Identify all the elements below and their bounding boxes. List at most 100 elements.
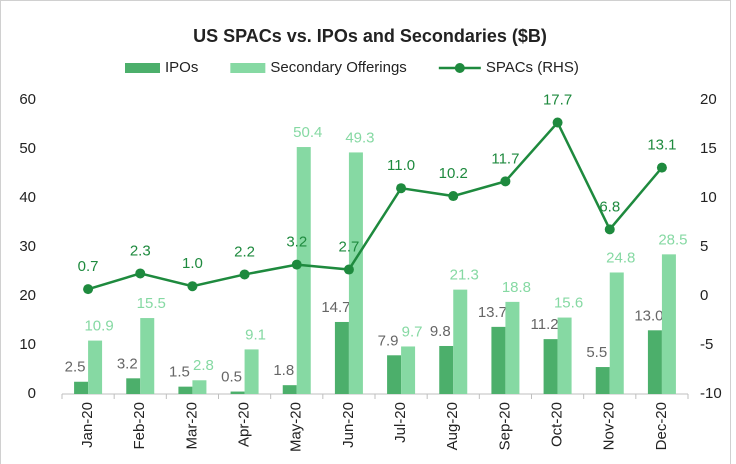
x-tick-label: Jul-20: [392, 402, 409, 443]
data-label: 21.3: [450, 267, 479, 284]
bar: [543, 339, 558, 394]
bar: [334, 321, 349, 394]
data-label: 50.4: [293, 124, 322, 141]
legend-label: SPACs (RHS): [486, 59, 579, 76]
chart-title: US SPACs vs. IPOs and Secondaries ($B): [193, 26, 547, 46]
legend-point: [454, 63, 465, 73]
point: [656, 162, 667, 173]
point: [187, 281, 198, 292]
data-label: 13.0: [634, 307, 663, 324]
bar: [282, 385, 297, 394]
y-tick-label: 60: [19, 91, 36, 108]
data-label: 2.5: [65, 359, 86, 376]
bar: [505, 301, 520, 394]
bar: [126, 378, 141, 394]
x-tick-label: Jun-20: [340, 402, 357, 448]
data-label: 1.5: [169, 364, 190, 381]
x-tick-label: Mar-20: [183, 402, 200, 450]
data-label: 9.1: [245, 326, 266, 343]
data-label: 5.5: [586, 344, 607, 361]
x-tick-label: Oct-20: [549, 402, 566, 447]
bar: [348, 152, 363, 394]
data-label: 11.2: [531, 316, 559, 333]
data-label: 15.6: [554, 295, 583, 312]
legend-swatch: [230, 63, 266, 73]
y-tick-label: 20: [19, 287, 36, 304]
bar: [661, 254, 676, 394]
data-label: 10.9: [84, 318, 113, 335]
bar: [387, 355, 402, 394]
data-label: 9.8: [430, 323, 451, 340]
x-tick-label: Aug-20: [444, 402, 461, 450]
data-label: 3.2: [117, 355, 138, 372]
bar: [296, 147, 311, 394]
point: [396, 183, 407, 194]
point: [83, 284, 94, 295]
point: [552, 117, 563, 128]
x-tick-label: Jan-20: [79, 402, 96, 448]
y2-tick-label: 10: [700, 189, 717, 206]
data-label: 11.7: [491, 150, 519, 167]
bar: [557, 317, 572, 394]
data-label: 11.0: [387, 157, 415, 174]
data-label: 3.2: [286, 234, 307, 251]
data-label: 1.8: [273, 362, 294, 379]
point: [343, 264, 354, 275]
bar: [453, 289, 468, 394]
data-label: 2.8: [193, 357, 214, 374]
bar: [230, 391, 245, 394]
y2-tick-label: -5: [700, 336, 713, 353]
data-label: 13.1: [647, 137, 676, 154]
data-label: 17.7: [543, 92, 572, 109]
legend-label: IPOs: [165, 59, 198, 76]
bar: [178, 386, 193, 394]
y-tick-label: 50: [19, 140, 36, 157]
bar: [595, 367, 610, 394]
bar: [192, 380, 207, 394]
y-tick-label: 10: [19, 336, 36, 353]
x-tick-label: Nov-20: [601, 402, 618, 450]
bar: [439, 345, 454, 394]
bar: [491, 326, 506, 394]
data-label: 49.3: [345, 129, 374, 146]
data-label: 2.3: [130, 242, 151, 259]
line: [87, 120, 663, 291]
y2-tick-label: 20: [700, 91, 717, 108]
x-tick-label: Sep-20: [496, 402, 513, 450]
data-label: 0.5: [221, 369, 242, 386]
bar: [244, 349, 259, 394]
y-tick-label: 30: [19, 238, 36, 255]
x-tick-label: Feb-20: [131, 402, 148, 450]
data-label: 7.9: [378, 332, 399, 349]
bar: [88, 340, 103, 394]
point: [604, 224, 615, 235]
y-tick-label: 40: [19, 189, 36, 206]
y-tick-label: 0: [28, 385, 36, 402]
data-label: 2.7: [338, 239, 359, 256]
data-label: 9.7: [402, 323, 423, 340]
data-label: 15.5: [137, 295, 166, 312]
bar: [401, 346, 416, 394]
data-label: 2.2: [234, 243, 255, 260]
x-tick-label: Dec-20: [653, 402, 670, 450]
data-label: 24.8: [606, 249, 635, 266]
bar: [647, 330, 662, 394]
bar: [609, 272, 624, 394]
legend-label: Secondary Offerings: [270, 59, 406, 76]
x-tick-label: May-20: [288, 402, 305, 452]
bar: [74, 381, 89, 394]
point: [291, 259, 302, 270]
data-label: 13.7: [478, 304, 507, 321]
point: [239, 269, 250, 280]
point: [135, 268, 146, 279]
data-label: 14.7: [321, 299, 350, 316]
data-label: 0.7: [78, 258, 99, 275]
legend-swatch: [125, 63, 160, 73]
y2-tick-label: 15: [700, 140, 717, 157]
y2-tick-label: 0: [700, 287, 708, 304]
x-tick-label: Apr-20: [236, 402, 253, 447]
y2-tick-label: -10: [700, 385, 722, 402]
data-label: 6.8: [599, 198, 620, 215]
